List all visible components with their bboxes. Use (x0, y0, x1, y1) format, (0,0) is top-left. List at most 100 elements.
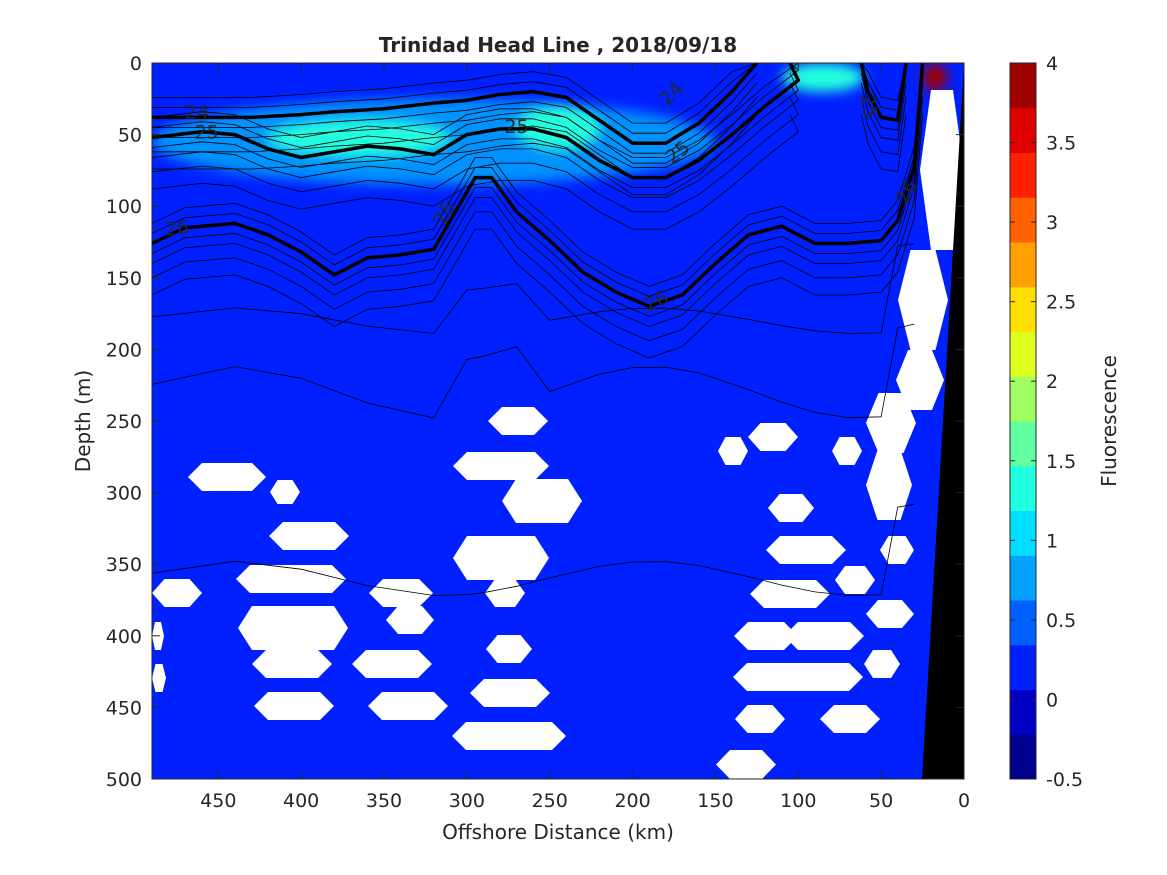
thin-contour-line (860, 82, 907, 141)
y-tick-label: 300 (106, 483, 142, 505)
missing-data-patch (750, 580, 830, 608)
x-tick-label: 300 (449, 790, 485, 812)
x-tick-label: 350 (366, 790, 402, 812)
thin-contour-line (860, 114, 907, 173)
missing-data-patch (369, 579, 433, 607)
x-tick-label: 100 (780, 790, 816, 812)
missing-data-patch (835, 566, 875, 594)
colorbar-segment (1010, 510, 1036, 556)
y-axis: 0 50 100 150 200 250 300 350 400 450 500 (106, 53, 964, 791)
contour-25-line (152, 63, 801, 180)
x-tick-label: 0 (958, 790, 970, 812)
missing-data-patch (716, 750, 776, 779)
x-tick-label: 450 (200, 790, 236, 812)
missing-data-patch (453, 452, 549, 480)
missing-data-patch (485, 579, 525, 607)
x-tick-label: 250 (532, 790, 568, 812)
missing-data-patch (386, 606, 434, 634)
colorbar-tick-label: 2 (1046, 371, 1058, 393)
contour-label: 26 (164, 217, 190, 241)
thin-contour-line (152, 72, 758, 154)
y-tick-label: 100 (106, 196, 142, 218)
missing-data-patch (864, 650, 900, 678)
missing-data-patches (152, 90, 964, 779)
thin-contour-line (152, 114, 799, 230)
missing-data-patch (238, 606, 348, 650)
missing-data-patch (784, 622, 864, 650)
fluorescence-patch (781, 63, 865, 92)
contour-label: 24 (185, 102, 209, 124)
missing-data-patch (470, 679, 550, 707)
y-tick-label: 250 (106, 411, 142, 433)
y-tick-label: 450 (106, 697, 142, 719)
contour-label: 25 (856, 92, 882, 120)
thin-contour-line (152, 114, 758, 196)
thin-contour-line (152, 63, 758, 124)
colorbar-segment (1010, 63, 1036, 109)
missing-data-patch (188, 463, 266, 491)
colorbar-segment (1010, 376, 1036, 422)
colorbar-segment (1010, 331, 1036, 377)
thin-contour-line (152, 97, 923, 342)
colorbar-segment (1010, 644, 1036, 690)
colorbar-tick-label: 4 (1046, 53, 1058, 75)
thin-contour-line (152, 63, 799, 168)
seafloor-topography (922, 63, 964, 779)
missing-data-patch (734, 622, 798, 650)
missing-data-patch (152, 579, 202, 607)
colorbar-tick-label: 0.5 (1046, 610, 1076, 632)
thin-contour-line (152, 63, 800, 158)
chart-title: Trinidad Head Line , 2018/09/18 (379, 33, 737, 57)
colorbar-segment (1010, 242, 1036, 288)
x-tick-label: 150 (697, 790, 733, 812)
colorbar-tick-label: 0 (1046, 689, 1058, 711)
missing-data-patch (352, 650, 432, 678)
y-tick-label: 50 (118, 125, 142, 147)
missing-data-patch (502, 479, 582, 523)
missing-data-patch (748, 423, 798, 451)
colorbar-tick-label: 2.5 (1046, 292, 1076, 314)
colorbar-segment (1010, 465, 1036, 511)
thin-contour-line (152, 323, 915, 419)
y-tick-label: 0 (130, 53, 142, 75)
thin-contour-line (152, 72, 799, 188)
thin-contour-line (152, 72, 923, 317)
missing-data-patch (768, 494, 814, 522)
thin-contour-line (152, 82, 923, 327)
missing-data-patch (236, 565, 346, 593)
colorbar-segment (1010, 555, 1036, 601)
colorbar-segment (1010, 421, 1036, 467)
colorbar-segment (1010, 734, 1036, 780)
contour-label: 25 (195, 122, 219, 144)
colorbar-tick-label: 1.5 (1046, 451, 1076, 473)
fluorescence-patch (516, 105, 600, 149)
missing-data-patch (486, 635, 532, 663)
colorbar-segment (1010, 152, 1036, 198)
missing-data-patch (733, 663, 863, 691)
missing-data-patch (832, 437, 862, 465)
y-tick-label: 500 (106, 769, 142, 791)
thin-contour-line (860, 97, 907, 156)
contour-label: 25 (504, 116, 528, 138)
missing-data-patch (488, 407, 548, 435)
colorbar-segment (1010, 197, 1036, 243)
y-tick-label: 150 (106, 268, 142, 290)
missing-data-patch (368, 692, 448, 720)
thin-contour-line (152, 97, 799, 213)
missing-data-patch (269, 522, 349, 550)
missing-data-patch (866, 450, 912, 520)
colorbar-tick-label: -0.5 (1046, 769, 1083, 791)
y-tick-label: 400 (106, 626, 142, 648)
x-axis: 450 400 350 300 250 200 150 100 50 0 (200, 63, 970, 812)
thin-contour-line (152, 503, 915, 596)
missing-data-patch (735, 705, 785, 733)
missing-data-patch (453, 536, 549, 580)
y-tick-label: 350 (106, 554, 142, 576)
colorbar: -0.5 0 0.5 1 1.5 2 2.5 3 3.5 4 (1009, 53, 1083, 791)
colorbar-frame (1009, 62, 1037, 780)
missing-data-patch (866, 600, 914, 628)
thin-contour-line (152, 82, 758, 164)
contour-24-line (152, 63, 759, 145)
